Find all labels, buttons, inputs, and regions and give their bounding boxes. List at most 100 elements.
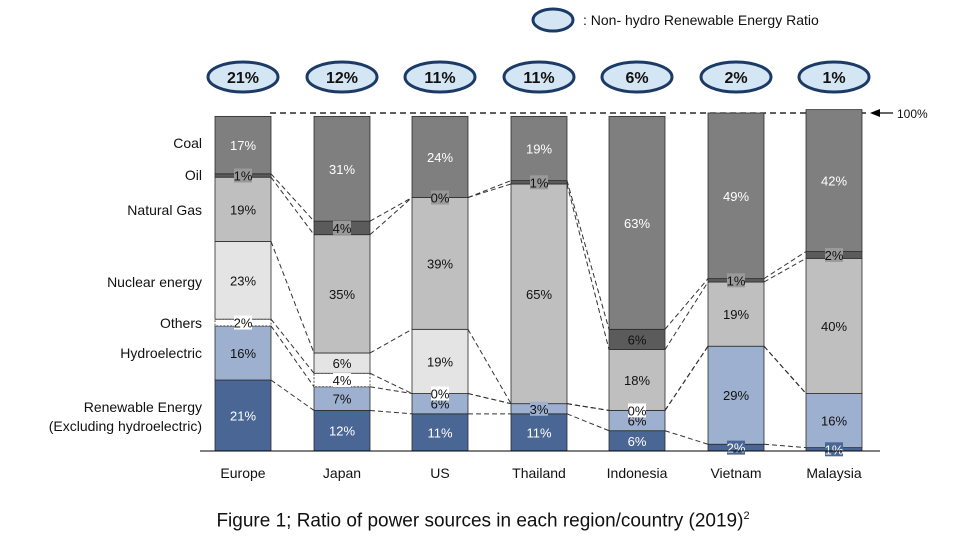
data-label: 4% <box>333 373 352 388</box>
series-label-left: (Excluding hydroelectric) <box>49 418 202 434</box>
connector-line <box>369 328 413 354</box>
connector-line <box>566 180 610 330</box>
connector-line <box>763 257 807 283</box>
x-tick-label: Indonesia <box>607 465 668 481</box>
data-label-bg <box>431 190 449 205</box>
ratio-label: 1% <box>822 70 845 87</box>
data-label: 3% <box>530 402 549 417</box>
data-label: 7% <box>333 392 352 407</box>
ratio-label: 2% <box>724 70 747 87</box>
data-label: 23% <box>230 273 256 288</box>
bar-thailand-coal <box>510 115 568 181</box>
ratio-label: 11% <box>523 70 554 87</box>
x-tick-label: Europe <box>220 465 265 481</box>
reference-line-group: 100% <box>270 107 928 121</box>
data-label: 65% <box>526 287 552 302</box>
data-label: 0% <box>431 191 450 206</box>
ratio-ellipse <box>403 60 477 94</box>
data-label: 31% <box>329 162 355 177</box>
data-label-bg <box>431 386 449 401</box>
bar-vietnam-natural-gas <box>707 281 765 347</box>
x-tick-label: Malaysia <box>806 465 861 481</box>
data-label: 1% <box>727 273 746 288</box>
data-label-bg <box>727 273 745 288</box>
connector-line <box>664 430 709 445</box>
data-label-bg <box>333 220 351 235</box>
ratio-ellipse <box>600 60 674 94</box>
connector-line <box>566 403 610 411</box>
bar-us-nuclear-energy <box>411 328 469 394</box>
caption-text: Figure 1; Ratio of power sources in each… <box>216 510 744 532</box>
ratio-label: 11% <box>424 70 455 87</box>
bar-thailand-renewable-energy-excluding-hydroelectric <box>510 413 568 452</box>
data-label: 40% <box>821 319 847 334</box>
connector-line <box>763 443 807 449</box>
bar-japan-coal <box>313 115 371 222</box>
data-label: 19% <box>427 354 453 369</box>
data-label: 2% <box>234 316 253 331</box>
connector-line <box>270 173 315 222</box>
bar-europe-renewable-energy-excluding-hydroelectric <box>214 379 272 452</box>
data-label: 0% <box>628 403 647 418</box>
data-label-bg <box>530 175 548 190</box>
data-label: 42% <box>821 174 847 189</box>
connector-line <box>270 241 315 354</box>
bars: 21% 16% 2% 23% 19% 1% 17% 12% 7% 4% 6% 35% 4% 31% 11% 6… <box>214 109 863 457</box>
data-label: 17% <box>230 138 256 153</box>
connector-line <box>369 372 413 394</box>
legend-text: : Non- hydro Renewable Energy Ratio <box>583 12 819 28</box>
legend: : Non- hydro Renewable Energy Ratio <box>531 7 819 33</box>
bar-us-renewable-energy-excluding-hydroelectric <box>411 413 469 452</box>
data-label: 19% <box>723 307 749 322</box>
ratio-ellipse <box>797 60 871 94</box>
connector-line <box>664 345 709 411</box>
connector-line <box>467 183 512 198</box>
data-label: 18% <box>624 373 650 388</box>
data-label: 1% <box>530 175 549 190</box>
ratio-ellipse <box>206 60 280 94</box>
bar-europe-coal <box>214 115 272 175</box>
connector-line <box>467 180 512 198</box>
connector-line <box>369 197 413 236</box>
caption-superscript: 2 <box>743 510 750 522</box>
ratio-ellipse <box>305 60 379 94</box>
connector-line <box>763 251 807 280</box>
connector-line <box>270 379 315 411</box>
data-label: 19% <box>230 202 256 217</box>
x-tick-label: Japan <box>323 465 361 481</box>
data-label: 63% <box>624 216 650 231</box>
series-labels-left: Coal Oil Natural Gas Nuclear energy Others Hy… <box>49 135 202 434</box>
connector-line <box>369 197 413 222</box>
data-label: 12% <box>329 424 355 439</box>
x-axis-labels: Europe Japan US Thailand Indonesia Vietnam Mal… <box>220 465 861 481</box>
bar-europe-hydroelectric <box>214 325 272 381</box>
series-label-left: Renewable Energy <box>84 399 202 415</box>
data-label-bg <box>825 442 843 457</box>
data-label: 6% <box>333 356 352 371</box>
data-label: 6% <box>628 434 647 449</box>
data-label-bg <box>530 401 548 416</box>
data-label: 29% <box>723 388 749 403</box>
data-label: 16% <box>821 414 847 429</box>
data-label: 2% <box>825 248 844 263</box>
ratio-ellipse <box>502 60 576 94</box>
connector-line <box>763 345 807 394</box>
data-label-bg <box>234 168 252 183</box>
ratio-label: 6% <box>625 70 648 87</box>
x-tick-label: US <box>430 465 449 481</box>
series-label-left: Others <box>160 315 202 331</box>
legend-ellipse-icon <box>531 7 575 33</box>
data-label: 24% <box>427 150 453 165</box>
bar-japan-renewable-energy-excluding-hydroelectric <box>313 410 371 452</box>
series-label-left: Nuclear energy <box>107 274 202 290</box>
data-label: 2% <box>727 441 746 456</box>
data-label: 11% <box>526 425 551 440</box>
connector-line <box>664 281 709 350</box>
data-label: 21% <box>230 409 256 424</box>
data-label: 1% <box>825 442 844 457</box>
bar-us-natural-gas <box>411 197 469 330</box>
connector-line <box>369 409 413 415</box>
connector-line <box>467 393 512 405</box>
data-label: 19% <box>526 141 552 156</box>
